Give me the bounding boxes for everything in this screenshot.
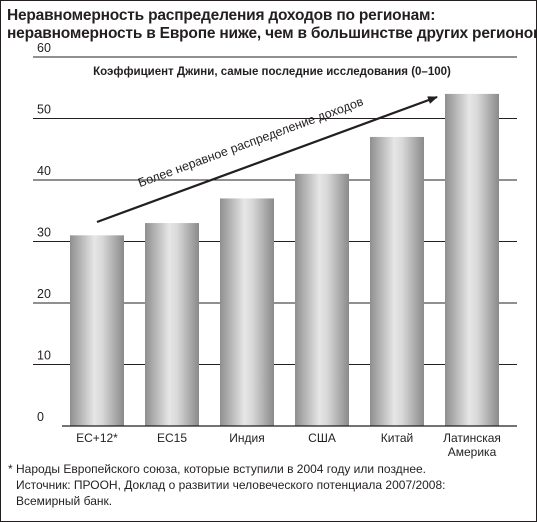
bar — [445, 93, 499, 427]
x-tick-label: Латинская — [443, 431, 501, 445]
y-tick-label: 60 — [37, 41, 51, 55]
bar — [145, 223, 199, 426]
y-tick-label: 50 — [37, 103, 51, 117]
x-tick-label: Китай — [381, 431, 413, 445]
x-tick-label: ЕС15 — [157, 431, 187, 445]
x-tick-label: Америка — [448, 445, 497, 459]
x-tick-label: ЕС+12* — [76, 431, 118, 445]
footnote-source: Источник: ПРООН, Доклад о развитии челов… — [16, 478, 446, 492]
chart-subtitle: Коэффициент Джини, самые последние иссле… — [93, 66, 451, 78]
chart-title-line-2: неравномерность в Европе ниже, чем в бол… — [7, 25, 537, 42]
bar — [70, 235, 124, 426]
footnote-source-cont: Всемирный банк. — [16, 494, 113, 508]
y-tick-label: 10 — [37, 349, 51, 363]
y-tick-label: 30 — [37, 226, 51, 240]
bar — [295, 173, 349, 426]
bar — [220, 198, 274, 426]
x-tick-label: США — [308, 431, 336, 445]
y-tick-label: 40 — [37, 164, 51, 178]
chart-title-line-1: Неравномерность распределения доходов по… — [7, 7, 436, 24]
y-tick-label: 20 — [37, 287, 51, 301]
footnote-asterisk: * Народы Европейского союза, которые вст… — [8, 462, 426, 476]
x-tick-label: Индия — [229, 431, 264, 445]
y-tick-label: 0 — [37, 410, 44, 424]
trend-arrow — [96, 95, 438, 224]
bar — [370, 136, 424, 426]
